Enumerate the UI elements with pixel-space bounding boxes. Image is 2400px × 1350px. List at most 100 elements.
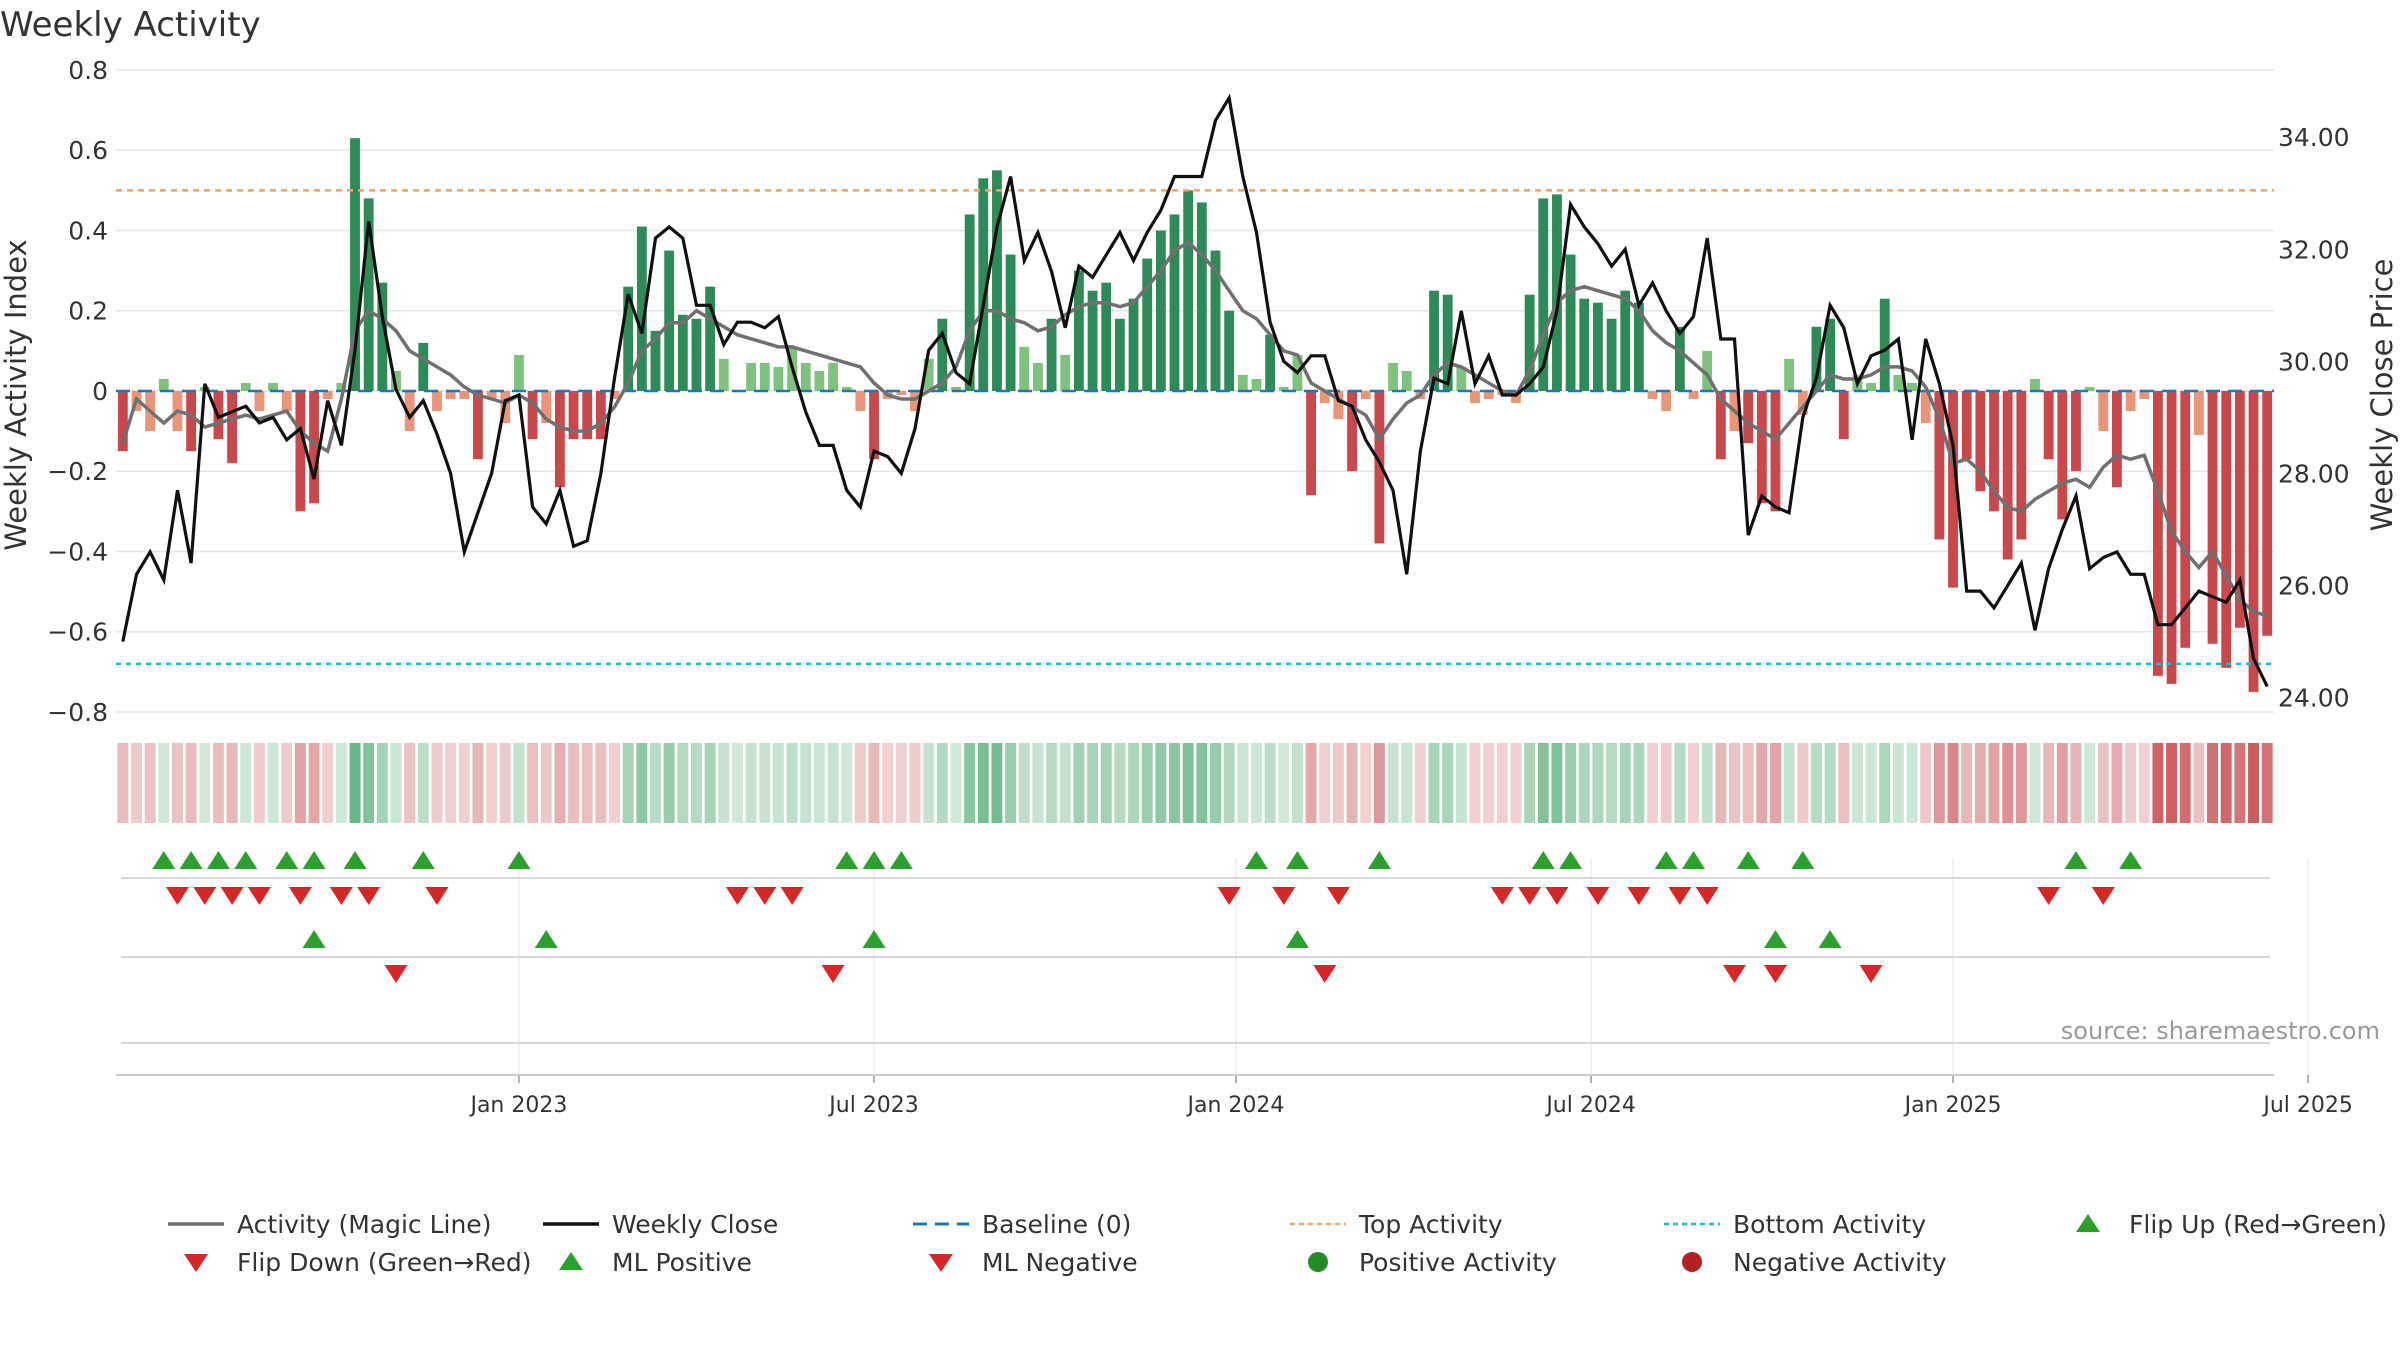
activity-strip-cell	[1892, 743, 1904, 823]
legend-item: Top Activity	[1290, 1210, 1503, 1239]
activity-bar	[1019, 346, 1030, 391]
activity-strip-cell	[1729, 743, 1740, 823]
activity-bar	[1347, 390, 1357, 472]
legend-label: Positive Activity	[1359, 1248, 1557, 1277]
flip-down-marker	[2091, 887, 2115, 905]
activity-strip-cell	[1496, 743, 1508, 823]
activity-strip-cell	[1537, 743, 1549, 823]
activity-bar	[117, 390, 128, 452]
activity-strip-cell	[404, 743, 416, 823]
activity-strip-cell	[581, 743, 593, 823]
activity-strip-cell	[1551, 743, 1563, 823]
flip-up-marker	[152, 851, 176, 869]
activity-strip-cell	[1701, 743, 1713, 823]
activity-bar	[1060, 354, 1071, 391]
activity-strip-cell	[800, 743, 812, 823]
activity-strip-cell	[950, 743, 962, 823]
activity-strip-cell	[704, 743, 716, 823]
activity-strip-cell	[2179, 743, 2191, 823]
activity-bar	[1046, 318, 1057, 391]
y-axis-label: Weekly Activity Index	[0, 239, 33, 550]
activity-strip-cell	[2097, 743, 2109, 823]
activity-strip-cell	[786, 743, 798, 823]
legend-swatch-triangle-down	[929, 1254, 953, 1272]
activity-strip-cell	[1059, 743, 1071, 823]
activity-bar	[2030, 378, 2040, 391]
activity-strip-cell	[226, 743, 238, 823]
legend-item: Activity (Magic Line)	[168, 1210, 491, 1239]
flip-down-marker	[193, 887, 217, 905]
flip-up-marker	[2119, 851, 2143, 869]
activity-bar	[1565, 254, 1576, 391]
legend-item: ML Positive	[559, 1248, 752, 1277]
activity-bar	[923, 358, 934, 391]
legend-item: Flip Up (Red→Green)	[2076, 1210, 2387, 1239]
activity-strip-cell	[1715, 743, 1727, 823]
activity-strip-cell	[349, 743, 361, 823]
flip-up-marker	[1531, 851, 1555, 869]
activity-strip-cell	[472, 743, 484, 823]
activity-strip-cell	[2056, 743, 2068, 823]
activity-bar	[1797, 390, 1808, 416]
activity-strip-cell	[1401, 743, 1413, 823]
activity-strip-cell	[1578, 743, 1590, 823]
legend-item: ML Negative	[929, 1248, 1138, 1277]
y-tick-label: −0.2	[47, 457, 108, 486]
activity-bar	[309, 390, 319, 504]
activity-bar	[1579, 298, 1590, 391]
activity-bar	[1524, 294, 1535, 391]
flip-up-marker	[1791, 851, 1815, 869]
activity-bar	[1825, 318, 1836, 391]
activity-strip-cell	[1428, 743, 1440, 823]
flip-down-marker	[725, 887, 749, 905]
activity-strip-cell	[731, 743, 743, 823]
ml-negative-marker	[821, 965, 845, 983]
activity-bar	[1210, 250, 1221, 391]
activity-bar	[1879, 298, 1890, 391]
activity-strip-cell	[445, 743, 457, 823]
flip-up-marker	[862, 851, 886, 869]
activity-strip-cell	[2166, 743, 2178, 823]
activity-bar	[1948, 390, 1958, 588]
activity-bar	[336, 382, 347, 391]
activity-strip-cell	[1087, 743, 1099, 823]
flip-down-marker	[1545, 887, 1569, 905]
activity-strip-cell	[1414, 743, 1426, 823]
activity-strip-cell	[363, 743, 375, 823]
flip-down-marker	[247, 887, 271, 905]
flip-down-marker	[329, 887, 353, 905]
ml-negative-marker	[384, 965, 408, 983]
activity-strip-cell	[1455, 743, 1467, 823]
magic-line-series	[121, 240, 2268, 618]
activity-bar	[623, 286, 634, 391]
activity-strip-cell	[1332, 743, 1344, 823]
activity-strip-cell	[2070, 743, 2082, 823]
activity-strip-cell	[650, 743, 661, 823]
flip-up-marker	[507, 851, 531, 869]
activity-strip-cell	[854, 743, 866, 823]
activity-strip-cell	[1250, 743, 1262, 823]
legend-swatch-triangle-down	[184, 1254, 208, 1272]
activity-bar	[1743, 390, 1754, 444]
flip-down-marker	[357, 887, 381, 905]
activity-bar	[1470, 390, 1480, 404]
activity-strip-cell	[2029, 743, 2041, 823]
activity-strip-cell	[1906, 743, 1918, 823]
activity-bar	[568, 390, 579, 440]
activity-bar	[1920, 390, 1931, 424]
legend-item: Flip Down (Green→Red)	[184, 1248, 532, 1277]
activity-strip-cell	[1346, 743, 1358, 823]
activity-strip-cell	[745, 743, 757, 823]
activity-bar	[363, 198, 374, 391]
legend-swatch-triangle-up	[2076, 1214, 2100, 1232]
flip-up-marker	[302, 851, 326, 869]
activity-bar	[746, 362, 757, 391]
activity-strip-cell	[1100, 743, 1112, 823]
activity-strip-cell	[991, 743, 1003, 823]
flip-down-marker	[780, 887, 804, 905]
activity-bar	[1033, 362, 1043, 391]
activity-bar	[486, 390, 497, 400]
activity-bar	[1224, 310, 1235, 391]
y-tick-label: 0	[92, 377, 108, 406]
activity-strip-cell	[1879, 743, 1891, 823]
